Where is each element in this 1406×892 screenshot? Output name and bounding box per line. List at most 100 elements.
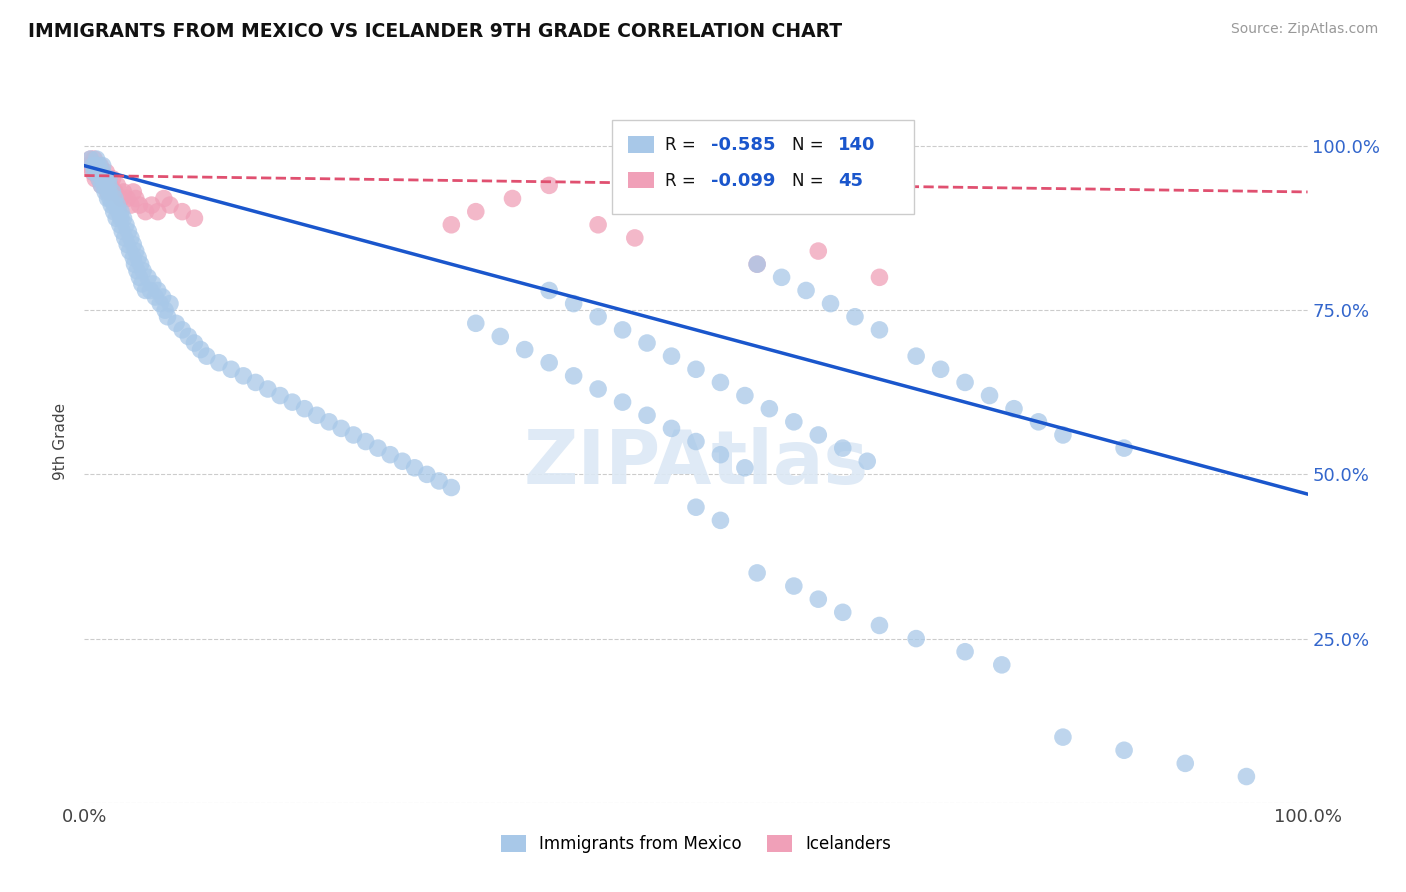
Point [84, 171, 107, 186]
Point [89, 159, 111, 173]
Point [783, 579, 806, 593]
Point [112, 211, 135, 226]
Point [294, 401, 316, 416]
Point [538, 178, 561, 193]
Point [82, 165, 104, 179]
Point [112, 185, 135, 199]
Point [869, 323, 891, 337]
Point [562, 296, 585, 310]
Point [93, 178, 115, 193]
Point [129, 257, 152, 271]
Point [91, 159, 114, 173]
Text: ZIPAtlas: ZIPAtlas [523, 426, 869, 500]
Point [97, 178, 120, 193]
Point [105, 178, 128, 193]
Point [636, 409, 658, 423]
Point [114, 231, 136, 245]
Point [122, 237, 145, 252]
Point [1028, 415, 1050, 429]
Point [136, 270, 159, 285]
Text: 45: 45 [838, 172, 863, 190]
Point [159, 296, 181, 310]
Point [612, 395, 634, 409]
Point [96, 165, 118, 179]
Point [115, 237, 138, 252]
Point [97, 171, 120, 186]
Point [464, 316, 486, 330]
Point [91, 171, 114, 186]
Point [538, 284, 561, 298]
Point [104, 185, 127, 199]
Point [820, 296, 842, 310]
Text: -0.585: -0.585 [711, 136, 776, 154]
Point [538, 356, 561, 370]
Point [107, 204, 129, 219]
Point [111, 224, 134, 238]
Point [100, 198, 122, 212]
Point [128, 270, 150, 285]
Point [953, 376, 976, 390]
Point [97, 171, 120, 186]
Point [281, 395, 304, 409]
Point [104, 198, 127, 212]
Point [612, 323, 634, 337]
Point [83, 152, 105, 166]
Point [869, 618, 891, 632]
Point [105, 198, 128, 212]
Point [269, 388, 291, 402]
Point [80, 159, 103, 173]
Point [636, 336, 658, 351]
Point [661, 421, 683, 435]
Point [257, 382, 280, 396]
Point [87, 159, 110, 173]
Point [86, 165, 108, 179]
Point [195, 349, 218, 363]
Point [513, 343, 536, 357]
Point [98, 178, 121, 193]
Text: R =: R = [665, 136, 702, 154]
Point [87, 165, 110, 179]
Point [318, 415, 340, 429]
Point [661, 349, 683, 363]
Text: IMMIGRANTS FROM MEXICO VS ICELANDER 9TH GRADE CORRELATION CHART: IMMIGRANTS FROM MEXICO VS ICELANDER 9TH … [28, 22, 842, 41]
Point [734, 388, 756, 402]
Point [152, 290, 174, 304]
Point [87, 171, 110, 186]
Point [135, 284, 157, 298]
Point [770, 270, 793, 285]
Point [135, 204, 157, 219]
Point [709, 376, 731, 390]
Point [1174, 756, 1197, 771]
Point [172, 204, 194, 219]
Point [685, 362, 707, 376]
Point [794, 284, 817, 298]
Text: N =: N = [792, 136, 828, 154]
Point [115, 218, 138, 232]
Point [131, 277, 153, 291]
Point [219, 362, 242, 376]
Point [905, 632, 928, 646]
Point [127, 251, 149, 265]
Point [101, 171, 124, 186]
Point [120, 198, 142, 212]
Point [125, 192, 148, 206]
Point [124, 257, 146, 271]
Point [562, 368, 585, 383]
Point [110, 204, 132, 219]
Point [110, 192, 132, 206]
Point [1052, 730, 1074, 744]
Point [685, 500, 707, 515]
Point [305, 409, 328, 423]
Point [758, 401, 780, 416]
Point [108, 218, 131, 232]
Point [844, 310, 866, 324]
Point [86, 152, 108, 166]
Point [747, 257, 769, 271]
Point [1114, 441, 1136, 455]
Point [165, 316, 187, 330]
Point [502, 192, 524, 206]
Point [624, 231, 647, 245]
Point [856, 454, 879, 468]
Point [87, 171, 110, 186]
Point [586, 218, 609, 232]
